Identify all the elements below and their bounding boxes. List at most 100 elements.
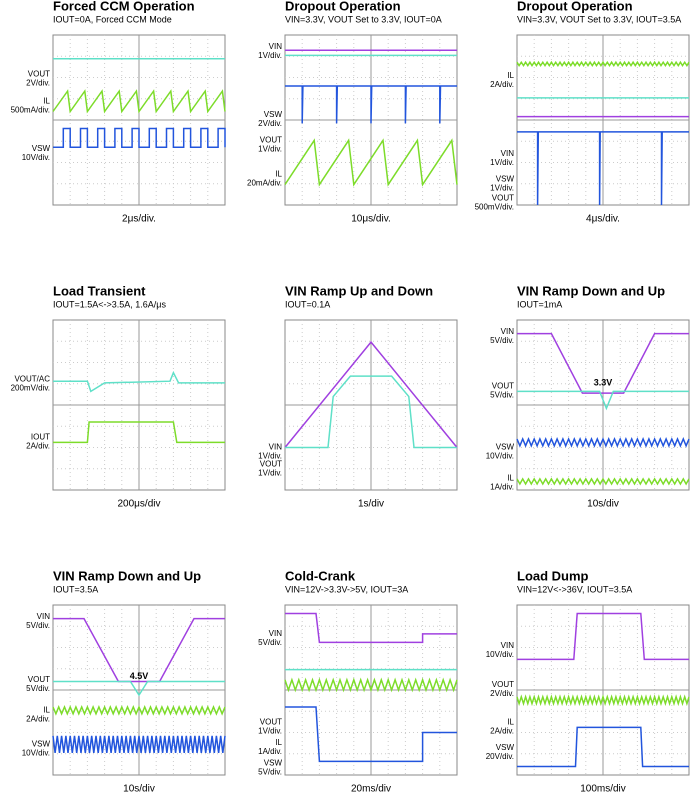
waveform	[53, 370, 225, 393]
channel-scale: 2V/div.	[490, 689, 514, 698]
channel-scale: 5V/div.	[258, 767, 282, 776]
channel-scale: 10V/div.	[486, 452, 514, 461]
waveform	[53, 127, 226, 148]
panel-title: VIN Ramp Down and Up	[517, 283, 665, 298]
timebase: 10s/div	[587, 499, 619, 510]
panel-subtitle: VIN=12V<->36V, IOUT=3.5A	[517, 584, 632, 594]
panel-subtitle: IOUT=0.1A	[285, 299, 330, 309]
channel-scale: 5V/div.	[26, 684, 50, 693]
channel-name: VSW	[264, 110, 283, 119]
waveform	[517, 131, 689, 206]
waveform	[516, 60, 690, 68]
panel-title: VIN Ramp Down and Up	[53, 568, 201, 583]
panel-subtitle: VIN=3.3V, VOUT Set to 3.3V, IOUT=0A	[285, 14, 442, 24]
channel-scale: 500mA/div.	[11, 106, 50, 115]
channel-name: VSW	[496, 175, 515, 184]
channel-scale: 5V/div.	[490, 336, 514, 345]
channel-scale: 10V/div.	[486, 650, 514, 659]
waveform	[52, 89, 226, 114]
timebase: 4μs/div.	[586, 214, 620, 225]
channel-name: VOUT	[492, 680, 514, 689]
channel-name: VSW	[496, 443, 515, 452]
waveform	[52, 735, 226, 753]
channel-name: VIN	[37, 612, 51, 621]
waveform	[517, 390, 689, 411]
timebase: 20ms/div	[351, 784, 391, 795]
channel-scale: 200mV/div.	[11, 384, 50, 393]
channel-name: VIN	[501, 641, 515, 650]
panel-title: VIN Ramp Up and Down	[285, 283, 433, 298]
channel-scale: 2V/div.	[26, 78, 50, 87]
waveform	[516, 437, 690, 448]
channel-name: VIN	[269, 42, 283, 51]
channel-scale: 10V/div.	[22, 749, 50, 758]
waveform	[285, 612, 457, 644]
timebase: 10μs/div.	[351, 214, 390, 225]
channel-name: VOUT	[492, 193, 514, 202]
channel-scale: 1V/div.	[258, 51, 282, 60]
channel-name: VIN	[269, 629, 283, 638]
channel-name: VOUT	[260, 460, 282, 469]
channel-scale: 500mV/div.	[475, 202, 514, 211]
channel-name: VIN	[501, 327, 515, 336]
timebase: 200μs/div	[117, 499, 160, 510]
waveform	[516, 694, 690, 707]
panel-subtitle: IOUT=3.5A	[53, 584, 98, 594]
channel-scale: 1V/div.	[258, 145, 282, 154]
channel-name: VSW	[32, 740, 51, 749]
channel-name: VIN	[269, 443, 283, 452]
channel-name: IL	[507, 473, 514, 482]
channel-name: VOUT	[492, 382, 514, 391]
panel-title: Cold-Crank	[285, 568, 356, 583]
waveform	[52, 705, 226, 716]
channel-scale: 1V/div.	[258, 727, 282, 736]
channel-scale: 2A/div.	[490, 80, 514, 89]
waveform	[284, 677, 458, 693]
channel-name: IL	[507, 718, 514, 727]
channel-scale: 20V/div.	[486, 752, 514, 761]
channel-scale: 5V/div.	[26, 621, 50, 630]
panel-subtitle: IOUT=0A, Forced CCM Mode	[53, 14, 172, 24]
waveform	[285, 375, 457, 449]
annotation: 4.5V	[130, 671, 149, 681]
annotation: 3.3V	[594, 377, 613, 387]
channel-name: IL	[275, 170, 282, 179]
channel-name: VIN	[501, 149, 515, 158]
channel-name: VOUT	[28, 675, 50, 684]
waveform	[53, 617, 225, 683]
timebase: 100ms/div	[580, 784, 626, 795]
channel-scale: 1V/div.	[490, 158, 514, 167]
panel-subtitle: VIN=3.3V, VOUT Set to 3.3V, IOUT=3.5A	[517, 14, 681, 24]
waveform	[516, 477, 690, 486]
waveform	[53, 421, 225, 444]
waveform	[517, 332, 689, 394]
channel-name: VOUT	[260, 718, 282, 727]
channel-scale: 1A/div.	[490, 482, 514, 491]
timebase: 10s/div	[123, 784, 155, 795]
channel-scale: 2A/div.	[26, 715, 50, 724]
channel-name: VSW	[32, 144, 51, 153]
channel-name: VSW	[496, 743, 515, 752]
panel-title: Dropout Operation	[517, 0, 633, 13]
channel-name: VOUT	[28, 69, 50, 78]
channel-scale: 1A/div.	[258, 747, 282, 756]
waveform	[285, 85, 457, 124]
channel-scale: 10V/div.	[22, 153, 50, 162]
channel-scale: 1V/div.	[490, 184, 514, 193]
panel-title: Dropout Operation	[285, 0, 401, 13]
waveform	[517, 726, 689, 768]
channel-scale: 2V/div.	[258, 119, 282, 128]
waveform	[517, 612, 689, 661]
channel-name: VOUT	[260, 136, 282, 145]
channel-scale: 1V/div.	[258, 452, 282, 461]
channel-name: IL	[43, 706, 50, 715]
waveform	[285, 706, 457, 763]
waveform	[284, 138, 458, 187]
channel-scale: 2A/div.	[490, 727, 514, 736]
channel-name: IL	[507, 71, 514, 80]
channel-name: VOUT/AC	[14, 375, 50, 384]
waveform	[53, 680, 225, 697]
panel-subtitle: VIN=12V->3.3V->5V, IOUT=3A	[285, 584, 408, 594]
channel-scale: 1V/div.	[258, 469, 282, 478]
